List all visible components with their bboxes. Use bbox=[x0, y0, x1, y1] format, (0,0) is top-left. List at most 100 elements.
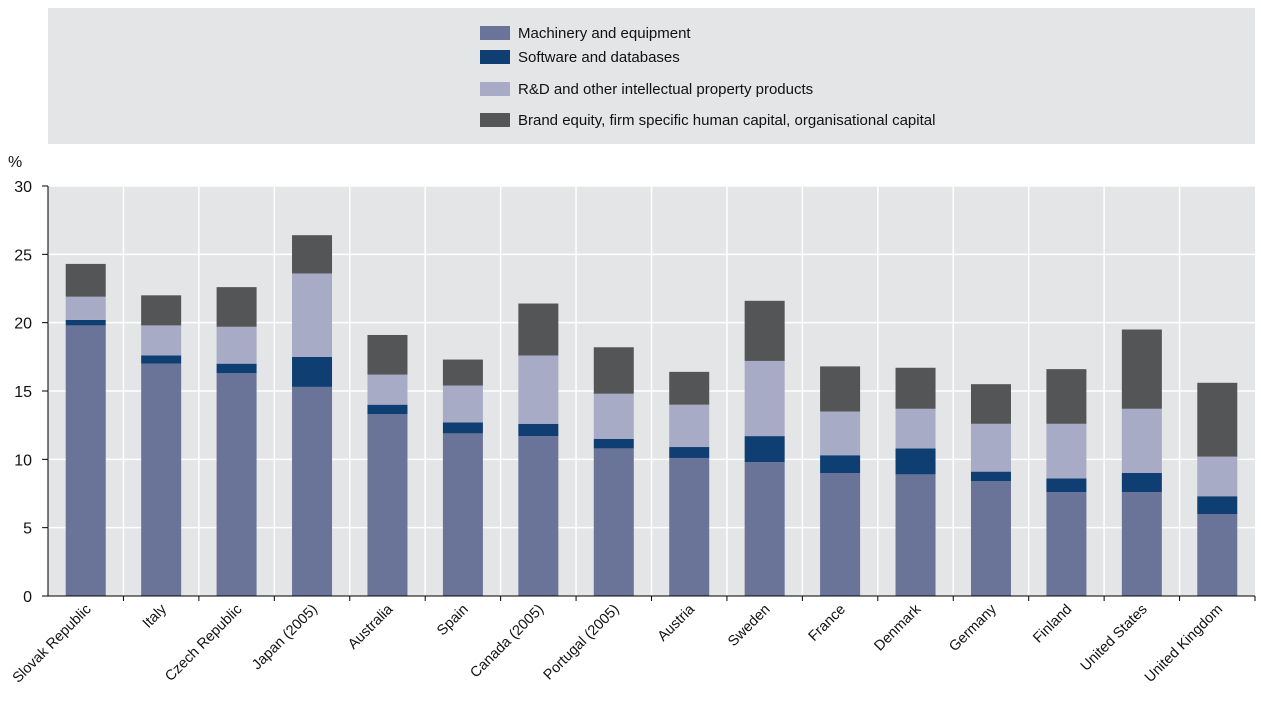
bar-segment-1-2 bbox=[216, 363, 257, 374]
y-tick-label: 10 bbox=[14, 452, 32, 469]
bar-segment-2-12 bbox=[970, 423, 1011, 472]
bar-segment-0-1 bbox=[141, 363, 182, 596]
bar-segment-0-3 bbox=[292, 386, 333, 596]
x-category-label: Finland bbox=[1030, 602, 1075, 647]
x-category-label: Denmark bbox=[871, 601, 924, 654]
bar-segment-1-11 bbox=[895, 448, 936, 475]
legend-item-software: Software and databases bbox=[480, 47, 680, 67]
bar-segment-3-4 bbox=[367, 334, 408, 375]
bar-segment-3-9 bbox=[744, 300, 785, 361]
bar-segment-3-0 bbox=[65, 263, 106, 297]
bar-segment-1-14 bbox=[1121, 473, 1162, 493]
bar-segment-0-9 bbox=[744, 462, 785, 596]
bar-segment-1-1 bbox=[141, 355, 182, 364]
legend-swatch-software bbox=[480, 50, 510, 64]
y-tick-label: 30 bbox=[14, 179, 32, 196]
bar-segment-2-9 bbox=[744, 360, 785, 437]
bar-segment-1-13 bbox=[1046, 478, 1087, 493]
x-category-label: Austria bbox=[655, 601, 699, 645]
bar-segment-0-10 bbox=[820, 473, 861, 596]
legend-label-machinery: Machinery and equipment bbox=[518, 24, 691, 42]
legend-swatch-rd bbox=[480, 82, 510, 96]
bar-segment-3-15 bbox=[1197, 382, 1238, 457]
bar-segment-3-6 bbox=[518, 303, 559, 356]
bar-segment-3-7 bbox=[593, 347, 634, 394]
bar-segment-2-8 bbox=[669, 404, 710, 448]
bar-segment-1-9 bbox=[744, 436, 785, 463]
bar-segment-0-4 bbox=[367, 414, 408, 596]
bar-segment-3-11 bbox=[895, 367, 936, 409]
bar-segment-1-5 bbox=[442, 422, 483, 434]
x-category-label: United States bbox=[1078, 602, 1151, 675]
bar-segment-2-3 bbox=[292, 273, 333, 357]
bar-segment-3-3 bbox=[292, 235, 333, 274]
y-ticks: 0 5 10 15 20 25 30 bbox=[14, 179, 48, 606]
bar-segment-2-1 bbox=[141, 325, 182, 356]
bar-segment-1-0 bbox=[65, 319, 106, 326]
bar-segment-2-10 bbox=[820, 411, 861, 456]
bar-segment-2-0 bbox=[65, 296, 106, 320]
bar-segment-2-2 bbox=[216, 326, 257, 364]
bar-segment-3-13 bbox=[1046, 369, 1087, 424]
x-category-label: United Kingdom bbox=[1142, 602, 1226, 686]
bar-segment-2-15 bbox=[1197, 456, 1238, 497]
bar-segment-2-11 bbox=[895, 408, 936, 449]
bar-segment-3-14 bbox=[1121, 329, 1162, 409]
y-axis-label: % bbox=[8, 154, 22, 171]
bar-segment-3-5 bbox=[442, 359, 483, 386]
bar-segment-0-12 bbox=[970, 481, 1011, 596]
x-category-label: Spain bbox=[434, 602, 472, 640]
bars bbox=[65, 235, 1238, 596]
bar-segment-2-6 bbox=[518, 355, 559, 424]
bar-segment-0-11 bbox=[895, 474, 936, 596]
x-category-label: Portugal (2005) bbox=[541, 602, 623, 684]
bar-segment-0-0 bbox=[65, 325, 106, 596]
legend-label-rd: R&D and other intellectual property prod… bbox=[518, 80, 814, 98]
x-category-label: France bbox=[806, 602, 849, 645]
y-tick-label: 20 bbox=[14, 316, 32, 333]
legend-swatch-machinery bbox=[480, 26, 510, 40]
legend-label-brand: Brand equity, firm specific human capita… bbox=[518, 111, 936, 129]
bar-segment-3-1 bbox=[141, 295, 182, 326]
bar-segment-3-8 bbox=[669, 371, 710, 405]
legend-label-software: Software and databases bbox=[518, 48, 680, 66]
bar-segment-2-7 bbox=[593, 393, 634, 439]
bar-segment-2-14 bbox=[1121, 408, 1162, 473]
bar-segment-1-10 bbox=[820, 455, 861, 473]
bar-segment-1-12 bbox=[970, 471, 1011, 482]
y-tick-label: 15 bbox=[14, 384, 32, 401]
bar-segment-2-13 bbox=[1046, 423, 1087, 479]
bar-segment-1-6 bbox=[518, 423, 559, 437]
bar-segment-0-13 bbox=[1046, 492, 1087, 596]
legend: Machinery and equipment Software and dat… bbox=[48, 8, 1255, 144]
legend-item-brand: Brand equity, firm specific human capita… bbox=[480, 110, 935, 130]
bar-segment-0-14 bbox=[1121, 492, 1162, 596]
bar-segment-1-7 bbox=[593, 438, 634, 449]
bar-segment-3-10 bbox=[820, 366, 861, 412]
x-category-label: Canada (2005) bbox=[467, 602, 547, 682]
bar-segment-1-8 bbox=[669, 447, 710, 458]
y-tick-label: 5 bbox=[23, 521, 32, 538]
x-category-label: Japan (2005) bbox=[249, 602, 321, 674]
legend-item-machinery: Machinery and equipment bbox=[480, 23, 691, 43]
x-category-label: Czech Republic bbox=[162, 602, 245, 685]
x-category-label: Italy bbox=[140, 601, 171, 632]
x-category-label: Germany bbox=[946, 601, 1000, 655]
bar-segment-1-3 bbox=[292, 356, 333, 387]
bar-segment-0-5 bbox=[442, 433, 483, 596]
x-category-label: Sweden bbox=[725, 602, 773, 650]
x-category-label: Slovak Republic bbox=[10, 602, 95, 687]
bar-segment-0-7 bbox=[593, 448, 634, 596]
bar-segment-0-6 bbox=[518, 436, 559, 596]
bar-segment-0-8 bbox=[669, 457, 710, 596]
y-tick-label: 0 bbox=[23, 589, 32, 606]
legend-item-rd: R&D and other intellectual property prod… bbox=[480, 79, 813, 99]
bar-segment-3-2 bbox=[216, 287, 257, 327]
bar-segment-0-15 bbox=[1197, 514, 1238, 596]
x-category-label: Australia bbox=[345, 601, 397, 653]
bar-segment-1-4 bbox=[367, 404, 408, 415]
bar-segment-3-12 bbox=[970, 384, 1011, 424]
bar-segment-0-2 bbox=[216, 373, 257, 596]
